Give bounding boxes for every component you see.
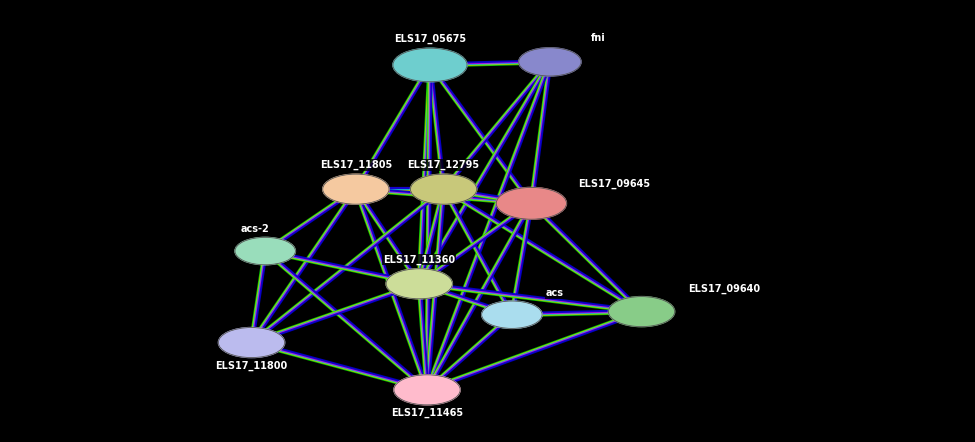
Text: ELS17_09640: ELS17_09640	[688, 284, 760, 294]
Text: ELS17_05675: ELS17_05675	[394, 34, 466, 45]
Circle shape	[496, 187, 566, 219]
Circle shape	[393, 48, 467, 82]
Text: acs: acs	[546, 289, 564, 298]
Circle shape	[482, 301, 542, 328]
Text: fni: fni	[591, 33, 605, 42]
Text: ELS17_09645: ELS17_09645	[578, 178, 650, 189]
Text: ELS17_11800: ELS17_11800	[215, 361, 288, 371]
Circle shape	[608, 297, 675, 327]
Text: ELS17_11360: ELS17_11360	[383, 254, 455, 265]
Text: ELS17_11805: ELS17_11805	[320, 160, 392, 170]
Circle shape	[386, 269, 452, 299]
Circle shape	[410, 174, 477, 204]
Text: ELS17_12795: ELS17_12795	[408, 160, 480, 170]
Text: ELS17_11465: ELS17_11465	[391, 408, 463, 419]
Circle shape	[235, 237, 295, 265]
Text: acs-2: acs-2	[241, 224, 270, 233]
Circle shape	[519, 48, 581, 76]
Circle shape	[323, 174, 389, 204]
Circle shape	[218, 328, 285, 358]
Circle shape	[394, 375, 460, 405]
